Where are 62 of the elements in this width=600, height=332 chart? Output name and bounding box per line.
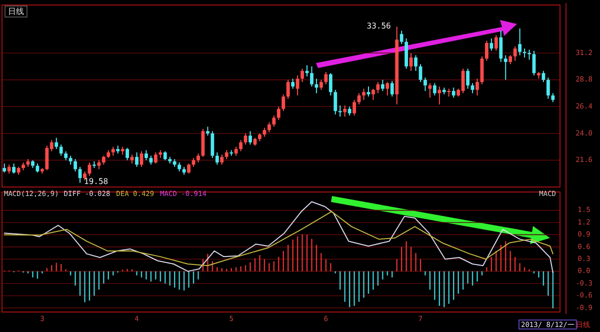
- candlestick: [59, 144, 63, 156]
- candlestick: [154, 152, 158, 164]
- candlestick: [248, 130, 252, 146]
- candlestick: [74, 158, 77, 172]
- candlestick: [54, 137, 58, 150]
- candlestick: [400, 30, 404, 45]
- candlestick: [362, 88, 366, 100]
- candlestick: [452, 87, 456, 98]
- candlestick: [386, 82, 390, 96]
- candlestick: [267, 122, 271, 133]
- candlestick: [414, 54, 418, 72]
- candlestick: [466, 68, 470, 90]
- annotation: 19.58: [84, 176, 108, 186]
- candlestick: [504, 54, 508, 80]
- candlestick: [343, 104, 347, 118]
- candlestick: [372, 88, 375, 100]
- candlestick: [390, 80, 394, 98]
- candlestick: [272, 115, 276, 128]
- candlestick: [210, 130, 214, 158]
- candlestick: [485, 40, 488, 62]
- candlestick: [286, 79, 290, 100]
- candlestick: [542, 70, 546, 83]
- candlestick: [300, 68, 304, 83]
- candlestick: [424, 77, 427, 92]
- line-series: [4, 211, 554, 266]
- chart-title: 日线: [8, 7, 24, 16]
- candlestick: [215, 152, 219, 166]
- candlestick: [432, 82, 436, 96]
- candlestick: [276, 106, 280, 121]
- candlestick: [324, 71, 328, 85]
- candlestick: [438, 86, 442, 105]
- candlestick: [319, 79, 323, 90]
- candlestick: [220, 154, 224, 166]
- candlestick: [380, 79, 384, 92]
- candlestick: [244, 132, 248, 146]
- annotation: 33.56: [366, 22, 392, 31]
- candlestick: [239, 140, 243, 152]
- candlestick: [187, 163, 190, 174]
- candlestick: [476, 78, 479, 96]
- candlestick: [447, 88, 451, 98]
- candlestick: [490, 38, 494, 52]
- candlestick: [12, 163, 16, 174]
- candlestick: [126, 147, 130, 161]
- candlestick: [135, 152, 138, 168]
- candlestick: [328, 72, 332, 96]
- candlestick: [366, 86, 370, 98]
- candlestick: [546, 77, 550, 100]
- candlestick: [334, 89, 338, 115]
- candlestick: [352, 99, 356, 116]
- candlestick: [282, 94, 286, 112]
- line-series: [4, 201, 554, 274]
- candlestick: [338, 104, 342, 118]
- candlestick: [144, 150, 148, 161]
- candlestick: [296, 74, 300, 96]
- candlestick: [499, 30, 503, 62]
- candlestick: [376, 82, 380, 94]
- candlestick: [528, 49, 531, 60]
- candlestick: [494, 34, 498, 52]
- candlestick: [513, 46, 517, 62]
- candlestick: [518, 28, 522, 56]
- candlestick: [291, 78, 295, 90]
- candlestick: [310, 66, 314, 88]
